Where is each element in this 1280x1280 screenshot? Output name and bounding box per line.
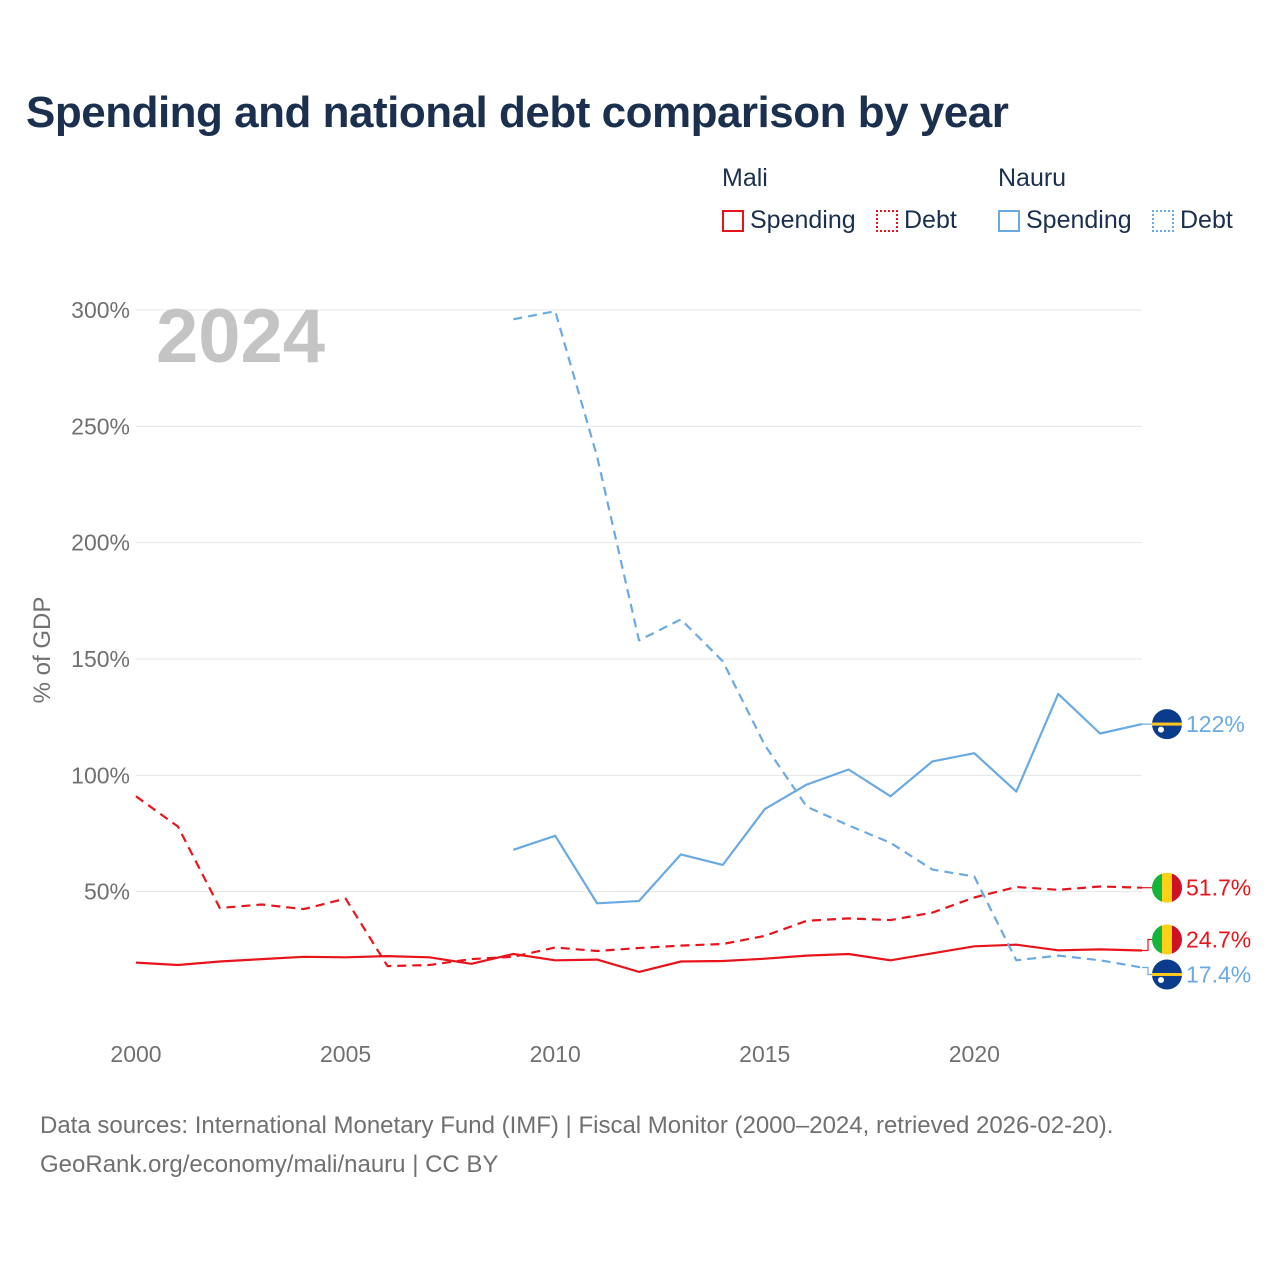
series-line-mali-spending[interactable] — [135, 943, 1143, 974]
chart-title: Spending and national debt comparison by… — [26, 88, 1009, 137]
legend-group-mali: Mali — [722, 164, 768, 192]
x-tick-label: 2005 — [320, 1041, 371, 1067]
flag-stripe-green — [1152, 924, 1162, 955]
mali-flag-icon — [1152, 872, 1182, 903]
flag-stripe-red — [1172, 924, 1182, 955]
legend-label: Spending — [1026, 206, 1132, 234]
end-connector — [1142, 938, 1152, 952]
x-tick-label: 2000 — [110, 1041, 161, 1067]
x-tick-label: 2015 — [739, 1041, 790, 1067]
mali-flag-icon — [1152, 924, 1182, 955]
y-axis-label: % of GDP — [29, 597, 56, 704]
series-line-nauru-spending[interactable] — [512, 692, 1143, 905]
legend-item-nauru-debt[interactable]: Debt — [1152, 206, 1233, 235]
y-tick-label: 150% — [71, 646, 130, 672]
flag-stripe — [1152, 973, 1182, 976]
flag-stripe — [1152, 722, 1182, 726]
flag-stripe-green — [1152, 872, 1162, 903]
solid-line-swatch-icon — [998, 209, 1020, 232]
x-tick-label: 2020 — [949, 1041, 1000, 1067]
end-connector — [1142, 966, 1152, 976]
sources-line-1: Data sources: International Monetary Fun… — [40, 1112, 1114, 1139]
sources-line-2[interactable]: GeoRank.org/economy/mali/nauru | CC BY — [40, 1151, 499, 1178]
dotted-line-swatch-icon — [1152, 209, 1174, 232]
legend-label: Debt — [1180, 206, 1233, 234]
y-tick-label: 250% — [71, 413, 130, 439]
flag-stripe-yellow — [1162, 924, 1172, 955]
end-label-nauru-debt: 17.4% — [1186, 962, 1251, 988]
flag-star — [1158, 726, 1164, 733]
legend-label: Spending — [750, 206, 856, 234]
end-label-nauru-spending: 122% — [1186, 711, 1245, 737]
solid-line-swatch-icon — [722, 209, 744, 232]
flag-star — [1158, 977, 1164, 983]
nauru-flag-icon — [1152, 709, 1182, 740]
y-tick-label: 300% — [71, 297, 130, 323]
legend-item-mali-debt[interactable]: Debt — [876, 206, 957, 235]
end-label-mali-debt: 51.7% — [1186, 875, 1251, 901]
year-watermark: 2024 — [156, 294, 325, 379]
dotted-line-swatch-icon — [876, 209, 898, 232]
series-line-mali-debt[interactable] — [135, 795, 1143, 968]
data-sources: Data sources: International Monetary Fun… — [40, 1106, 1113, 1184]
flag-stripe-red — [1172, 872, 1182, 903]
flag-stripes — [1152, 872, 1182, 903]
legend-label: Debt — [904, 206, 957, 234]
legend-item-nauru-spending[interactable]: Spending — [998, 206, 1132, 235]
series-line-nauru-debt[interactable] — [513, 310, 1143, 969]
flag-stripes — [1152, 924, 1182, 955]
flag-stripe-yellow — [1162, 872, 1172, 903]
end-label-mali-spending: 24.7% — [1186, 927, 1251, 953]
nauru-flag-icon — [1152, 959, 1182, 990]
y-tick-label: 50% — [84, 879, 130, 905]
legend-item-mali-spending[interactable]: Spending — [722, 206, 856, 235]
x-tick-label: 2010 — [530, 1041, 581, 1067]
y-tick-label: 200% — [71, 530, 130, 556]
legend-group-nauru: Nauru — [998, 164, 1067, 192]
y-tick-label: 100% — [71, 762, 130, 788]
